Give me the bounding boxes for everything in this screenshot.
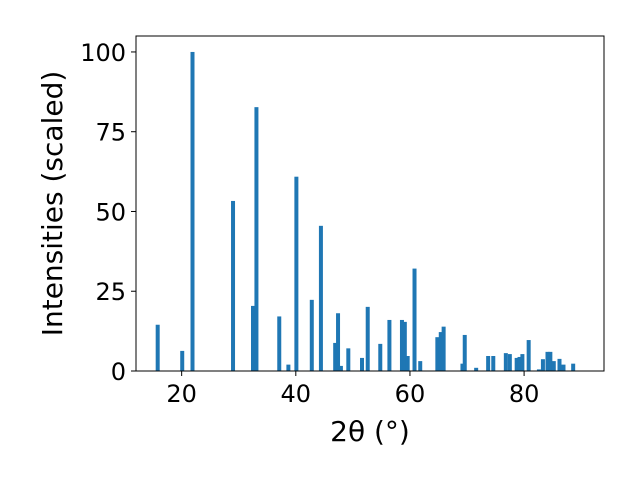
bar bbox=[251, 305, 255, 371]
y-tick-label: 50 bbox=[95, 198, 126, 226]
bar bbox=[520, 354, 525, 371]
bar bbox=[318, 225, 323, 371]
bar bbox=[517, 356, 522, 371]
y-axis: 0 25 50 75 100 bbox=[80, 39, 136, 386]
plot-frame bbox=[135, 35, 605, 372]
bar bbox=[333, 342, 338, 371]
bar bbox=[412, 268, 417, 371]
bar bbox=[155, 324, 160, 371]
bar bbox=[545, 351, 550, 371]
bar bbox=[462, 334, 467, 371]
bar bbox=[491, 356, 496, 371]
x-tick-label: 60 bbox=[395, 380, 426, 408]
bar bbox=[557, 358, 562, 371]
bar bbox=[435, 337, 440, 371]
bar-group bbox=[155, 51, 576, 372]
bar bbox=[309, 299, 314, 371]
bar bbox=[360, 357, 365, 371]
y-tick-label: 75 bbox=[95, 119, 126, 147]
bar bbox=[460, 363, 465, 371]
bar bbox=[254, 107, 259, 372]
bar bbox=[336, 313, 341, 371]
bar bbox=[231, 200, 236, 371]
x-tick-label: 20 bbox=[166, 380, 197, 408]
x-axis: 20 40 60 80 bbox=[166, 371, 539, 408]
bar bbox=[190, 51, 195, 371]
x-tick-label: 40 bbox=[281, 380, 312, 408]
bar bbox=[441, 326, 446, 371]
y-tick-label: 100 bbox=[80, 39, 126, 67]
bar bbox=[402, 321, 407, 371]
bar bbox=[405, 356, 410, 371]
bar bbox=[561, 364, 566, 371]
bar bbox=[526, 340, 531, 371]
bar bbox=[474, 367, 479, 371]
bar bbox=[418, 361, 423, 371]
bar bbox=[294, 176, 299, 371]
bar bbox=[399, 319, 404, 371]
bar bbox=[346, 348, 351, 371]
bar bbox=[338, 365, 343, 371]
x-axis-label: 2θ (°) bbox=[330, 415, 410, 448]
y-tick-label: 25 bbox=[95, 278, 126, 306]
bar bbox=[551, 361, 556, 371]
bar bbox=[540, 359, 545, 371]
bar bbox=[514, 357, 519, 371]
bar bbox=[548, 351, 553, 371]
bar bbox=[438, 332, 443, 371]
bar bbox=[503, 353, 508, 371]
y-axis-label: Intensities (scaled) bbox=[36, 71, 69, 337]
bar bbox=[536, 369, 541, 371]
bar bbox=[571, 363, 576, 371]
bar bbox=[365, 306, 370, 371]
x-tick-label: 80 bbox=[509, 380, 540, 408]
bar bbox=[387, 319, 392, 371]
bar bbox=[507, 354, 512, 371]
bar bbox=[180, 350, 185, 371]
bar bbox=[378, 343, 383, 371]
bar bbox=[286, 364, 291, 371]
bar bbox=[486, 356, 491, 371]
y-tick-label: 0 bbox=[111, 358, 126, 386]
bar bbox=[277, 316, 282, 371]
